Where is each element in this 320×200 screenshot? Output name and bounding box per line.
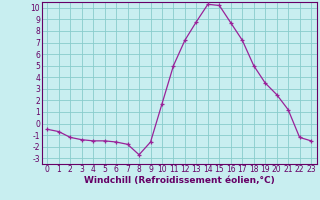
X-axis label: Windchill (Refroidissement éolien,°C): Windchill (Refroidissement éolien,°C) — [84, 176, 275, 185]
